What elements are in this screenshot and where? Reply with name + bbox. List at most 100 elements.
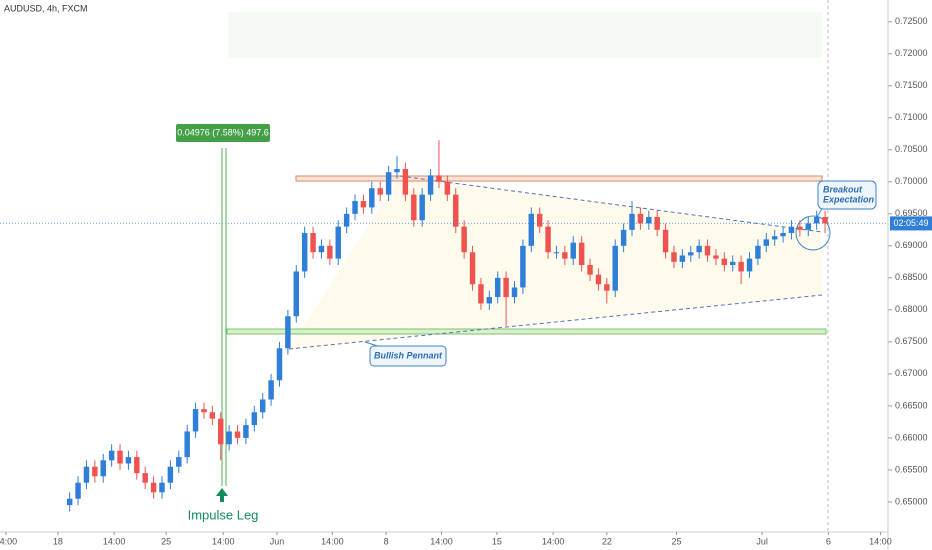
candle-body [75, 482, 81, 499]
candle-body [755, 245, 761, 259]
candle-body [243, 425, 249, 438]
x-tick-label: 14:00 [542, 536, 565, 546]
candle-body [150, 482, 157, 493]
candle-body [226, 431, 232, 445]
candle-body [234, 431, 241, 438]
pennant-upper [399, 175, 823, 233]
impulse-label: Impulse Leg [188, 507, 259, 522]
x-tick-label: 14:00 [212, 536, 235, 546]
breakout-circle [795, 215, 831, 251]
candle-body [494, 277, 501, 298]
candle-body [159, 482, 165, 493]
candle-body [251, 412, 258, 426]
x-tick-label: 14:00 [0, 536, 17, 546]
candle-body [688, 252, 694, 256]
y-tick-label: 0.68000 [895, 304, 928, 314]
candle-body [646, 217, 652, 224]
candle-body [268, 380, 274, 400]
price-box [890, 216, 932, 231]
candle-body [704, 245, 711, 256]
candle-body [453, 194, 459, 227]
y-tick-label: 0.72000 [895, 48, 928, 58]
y-tick-label: 0.71000 [895, 112, 928, 122]
candle-body [612, 245, 618, 291]
candle-body [679, 255, 686, 262]
y-tick-label: 0.65500 [895, 464, 928, 474]
candle-body [721, 258, 728, 266]
candle-body [671, 252, 677, 262]
y-tick-label: 0.72500 [895, 16, 928, 26]
candle-body [696, 245, 702, 253]
x-tick-label: 15 [492, 536, 502, 546]
measure-box [176, 124, 270, 142]
y-tick-label: 0.69000 [895, 240, 928, 250]
y-tick-label: 0.70000 [895, 176, 928, 186]
candle-body [805, 223, 811, 230]
candle-body [352, 201, 358, 214]
candle-body [301, 233, 308, 272]
x-tick-label: 22 [602, 536, 612, 546]
candle-body [536, 213, 543, 227]
candle-body [486, 297, 493, 304]
candle-body [797, 226, 803, 230]
candle-body [369, 188, 375, 208]
candle-body [100, 460, 106, 477]
x-tick-label: Jun [270, 536, 285, 546]
y-tick-label: 0.71500 [895, 80, 928, 90]
candle-body [788, 226, 795, 234]
x-tick-label: Jul [756, 536, 768, 546]
candle-body [209, 412, 216, 419]
marks [66, 140, 828, 512]
x-tick-label: 25 [161, 536, 171, 546]
candle-body [587, 265, 593, 275]
candle-body [293, 271, 300, 317]
breakout-label: Expectation [823, 194, 875, 204]
candle-body [327, 245, 333, 259]
candle-body [545, 226, 551, 253]
candle-body [662, 229, 669, 253]
candle-body [620, 229, 627, 246]
candle-body [637, 213, 644, 224]
candle-body [310, 233, 316, 253]
candle-body [83, 466, 90, 483]
x-tick-label: 8 [384, 536, 389, 546]
support-zone [226, 328, 827, 335]
candle-body [469, 252, 476, 285]
candle-body [427, 175, 434, 195]
x-tick-label: 14:00 [430, 536, 453, 546]
candle-body [385, 172, 392, 195]
candle-body [402, 169, 409, 195]
candle-body [713, 255, 719, 259]
pennant-lower [288, 294, 823, 350]
candle-body [461, 226, 467, 253]
x-tick-label: 14:00 [869, 536, 892, 546]
candle-body [142, 473, 148, 483]
candle-body [318, 245, 325, 253]
chart-title: AUDUSD, 4h, FXCM [4, 3, 88, 13]
candle-body [813, 217, 820, 224]
candle-body [419, 194, 425, 221]
y-tick-label: 0.67500 [895, 336, 928, 346]
x-tick-label: 14:00 [103, 536, 126, 546]
y-tick-label: 0.68500 [895, 272, 928, 282]
candle-body [343, 213, 350, 227]
breakout-label: Breakout [823, 184, 863, 194]
pennant-label: Bullish Pennant [374, 350, 443, 360]
x-tick-label: 14:00 [321, 536, 344, 546]
candle-body [553, 252, 560, 254]
pennant-callout [369, 345, 447, 367]
candle-body [394, 169, 400, 173]
candle-body [738, 261, 744, 272]
arrow-up [216, 488, 228, 502]
candle-body [285, 316, 291, 349]
y-tick-label: 0.66500 [895, 400, 928, 410]
candle-body [176, 457, 182, 467]
measure-label: 0.04976 (7.58%) 497.6 [177, 127, 269, 137]
candle-body [125, 457, 132, 464]
candle-body [595, 274, 602, 285]
candle-body [771, 236, 778, 240]
candle-body [520, 245, 526, 288]
candle-body [108, 450, 115, 461]
y-tick-label: 0.65000 [895, 496, 928, 506]
